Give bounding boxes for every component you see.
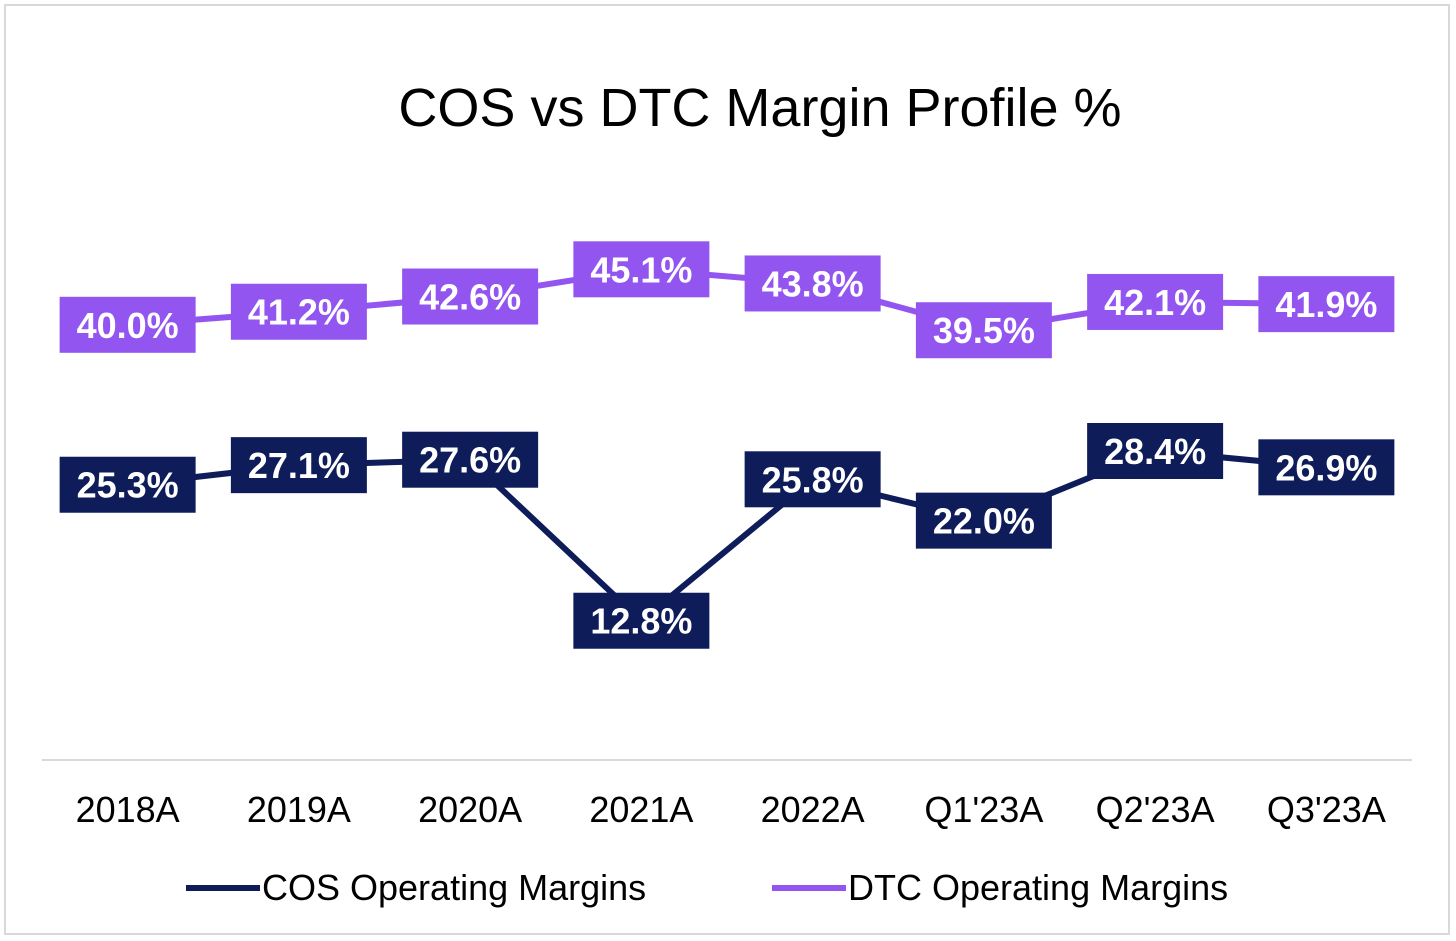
dtc-data-label-2022a: 43.8% <box>762 263 864 304</box>
cos-data-label-2021a: 12.8% <box>590 601 692 642</box>
cos-data-label-box-2022a <box>744 451 881 508</box>
cos-data-label-box-2020a <box>402 431 539 488</box>
cos-data-label-box-2021a <box>573 592 710 649</box>
legend: COS Operating Margins DTC Operating Margi… <box>186 867 1228 908</box>
chart-title: COS vs DTC Margin Profile % <box>398 78 1121 138</box>
cos-data-label-q3-23a: 26.9% <box>1275 447 1377 488</box>
chart-area: COS vs DTC Margin Profile % 25.3% 27.1% 27… <box>42 78 1412 908</box>
cos-data-label-2018a: 25.3% <box>77 465 179 506</box>
dtc-data-label-2020a: 42.6% <box>419 277 521 318</box>
dtc-data-label-2019a: 41.2% <box>248 292 350 333</box>
x-tick-label-2022a: 2022A <box>761 789 865 830</box>
cos-data-label-2022a: 25.8% <box>762 459 864 500</box>
cos-data-label-box-2018a <box>59 456 196 513</box>
dtc-data-label-box-q3-23a <box>1258 276 1395 333</box>
cos-data-label-box-q3-23a <box>1258 439 1395 496</box>
cos-data-label-2019a: 27.1% <box>248 445 350 486</box>
dtc-data-label-box-q2-23a <box>1087 273 1224 330</box>
x-tick-label-q3-23a: Q3'23A <box>1267 789 1386 830</box>
data-labels: 25.3% 27.1% 27.6% 12.8% 25.8% 22.0% 28.4% 26.9%… <box>59 241 1395 649</box>
x-tick-label-q2-23a: Q2'23A <box>1096 789 1215 830</box>
cos-data-label-box-q1-23a <box>915 492 1052 549</box>
dtc-data-label-q1-23a: 39.5% <box>933 310 1035 351</box>
chart-frame: COS vs DTC Margin Profile % 25.3% 27.1% 27… <box>4 4 1450 935</box>
dtc-legend-label: DTC Operating Margins <box>848 867 1228 908</box>
dtc-data-label-q2-23a: 42.1% <box>1104 282 1206 323</box>
x-tick-label-2020a: 2020A <box>418 789 522 830</box>
cos-data-label-q2-23a: 28.4% <box>1104 431 1206 472</box>
x-tick-label-2019a: 2019A <box>247 789 351 830</box>
cos-data-label-box-q2-23a <box>1087 423 1224 480</box>
dtc-data-label-box-2020a <box>402 268 539 325</box>
x-tick-label-q1-23a: Q1'23A <box>924 789 1043 830</box>
dtc-data-label-2018a: 40.0% <box>77 305 179 346</box>
cos-legend-label: COS Operating Margins <box>262 867 646 908</box>
x-axis-tick-labels: 2018A 2019A 2020A 2021A 2022A Q1'23A Q2'23A Q3'… <box>76 789 1386 830</box>
dtc-data-label-box-2022a <box>744 255 881 312</box>
x-tick-label-2021a: 2021A <box>589 789 693 830</box>
dtc-data-label-box-2018a <box>59 296 196 353</box>
cos-data-label-2020a: 27.6% <box>419 440 521 481</box>
cos-data-label-q1-23a: 22.0% <box>933 501 1035 542</box>
dtc-data-label-box-q1-23a <box>915 302 1052 359</box>
dtc-data-label-2021a: 45.1% <box>590 249 692 290</box>
x-tick-label-2018a: 2018A <box>76 789 180 830</box>
dtc-data-label-q3-23a: 41.9% <box>1275 284 1377 325</box>
cos-data-label-box-2019a <box>230 437 367 494</box>
dtc-data-label-box-2019a <box>230 283 367 340</box>
dtc-data-label-box-2021a <box>573 241 710 298</box>
